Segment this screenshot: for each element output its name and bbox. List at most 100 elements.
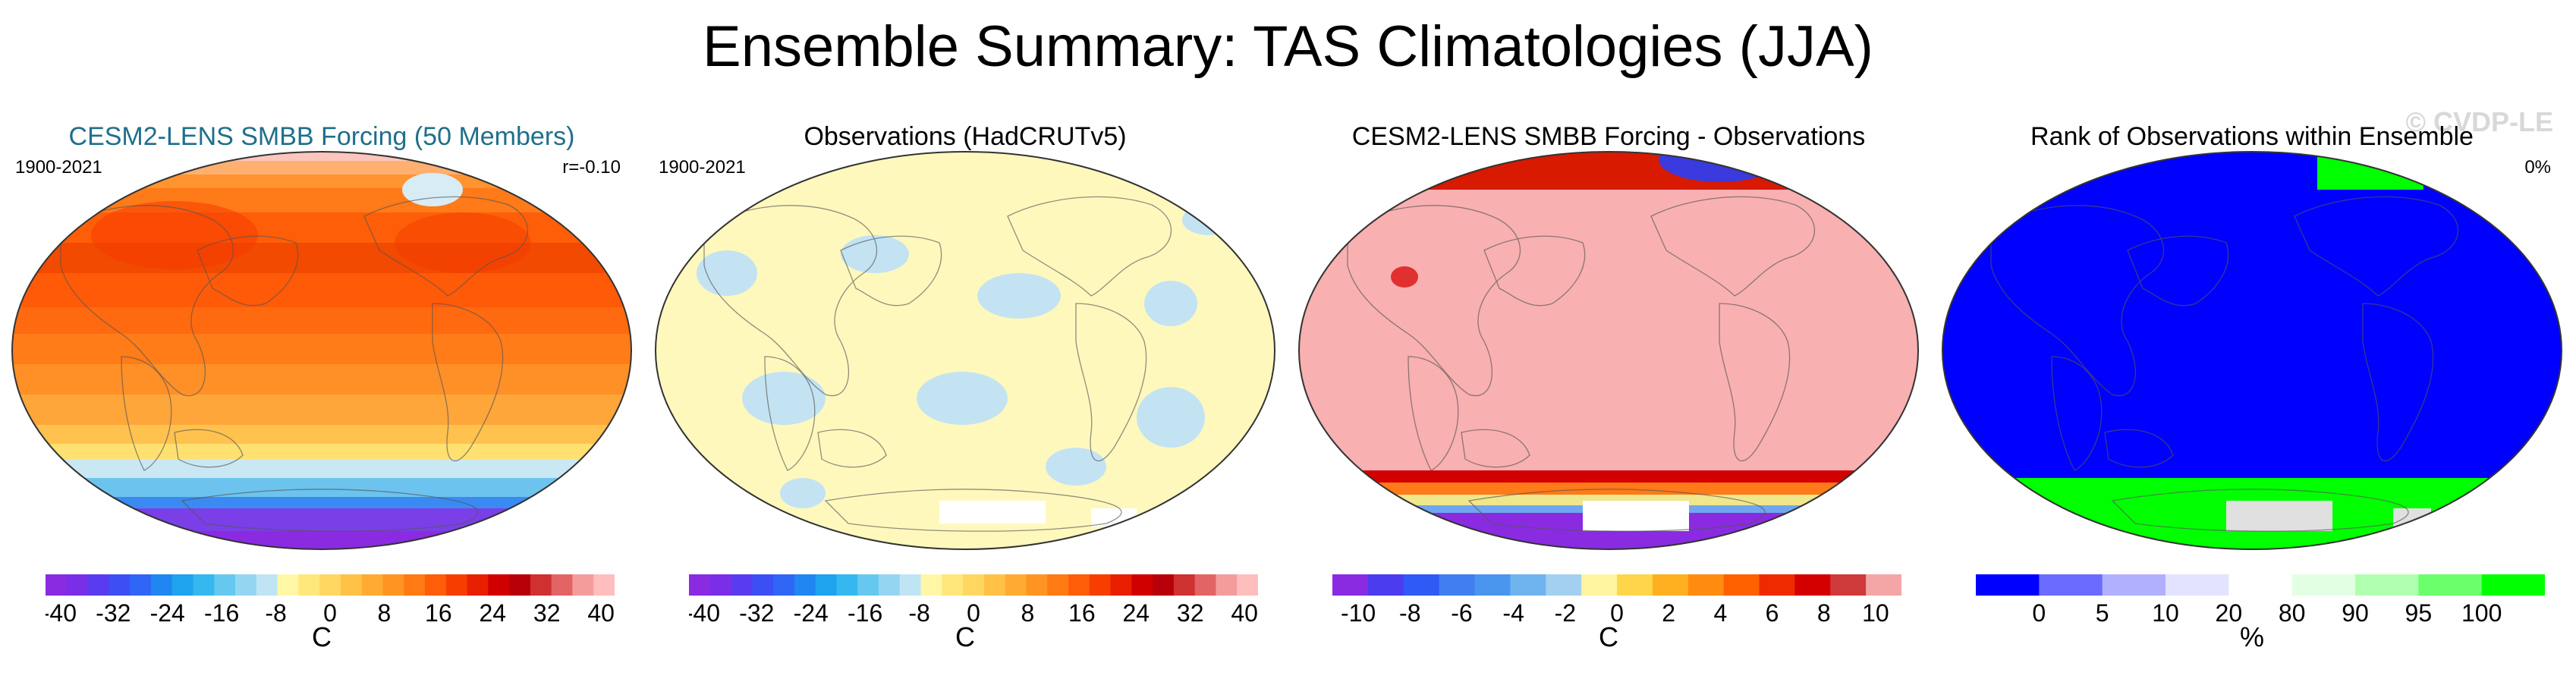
coastline [2104, 429, 2174, 468]
colorbar-tick-label: 8 [378, 599, 392, 626]
colorbar-segment [1546, 574, 1582, 596]
colorbar-tick-label: 8 [1021, 599, 1035, 626]
colorbar-segment [1332, 574, 1369, 596]
colorbar-tick-label: -6 [1451, 599, 1472, 626]
colorbar-segment [1110, 574, 1132, 596]
coastline [1467, 489, 1766, 532]
colorbar-segment [1005, 574, 1027, 596]
colorbar-segment [340, 574, 363, 596]
colorbar-tick-label: -8 [908, 599, 929, 626]
colorbar-tick-label: 0 [323, 599, 337, 626]
colorbar-segment [963, 574, 985, 596]
colorbar-segment [857, 574, 879, 596]
colorbar-segment [1687, 574, 1725, 596]
colorbar-segment [1194, 574, 1216, 596]
colorbar-tick-label: 0 [967, 599, 980, 626]
colorbar-segment [319, 574, 341, 596]
coastline [1075, 303, 1147, 462]
cool-anomaly-region [1144, 281, 1197, 326]
colorbar-segment [899, 574, 922, 596]
coastline [174, 429, 244, 468]
global-map [1297, 151, 1920, 550]
colorbar-segment [214, 574, 236, 596]
coastline [197, 235, 299, 307]
colorbar-label: C [312, 621, 332, 652]
watermark: © CVDP-LE [2405, 106, 2553, 137]
colorbar-segment [2418, 574, 2483, 596]
panel-title: Observations (HadCRUTv5) [804, 122, 1127, 151]
warm-bias-band [1299, 470, 1918, 483]
main-title: Ensemble Summary: TAS Climatologies (JJA… [703, 14, 1873, 79]
colorbar-segment [773, 574, 795, 596]
colorbar-tick-label: -40 [46, 599, 77, 626]
colorbar-segment [66, 574, 89, 596]
cool-anomaly-region [1046, 448, 1106, 486]
colorbar-tick-label: 10 [2152, 599, 2179, 626]
panel-period: 1900-2021 [659, 157, 746, 178]
cool-anomaly-region [917, 372, 1008, 425]
missing-data-region [2226, 501, 2332, 531]
colorbar-tick-label: 16 [1068, 599, 1096, 626]
colorbar-segment [488, 574, 510, 596]
colorbar-segment [1237, 574, 1258, 596]
map-border [1941, 151, 2563, 550]
colorbar-segment [382, 574, 404, 596]
warm-bias-band [1299, 483, 1918, 495]
colorbar-segment [235, 574, 257, 596]
panel-title: Rank of Observations within Ensemble [2030, 122, 2474, 151]
cold-region [402, 173, 463, 206]
colorbar-segment [794, 574, 816, 596]
coastline [1408, 356, 1459, 471]
coastline [1990, 205, 2164, 397]
colorbar-segment [445, 574, 468, 596]
colorbar-segment [1089, 574, 1112, 596]
colorbar-segment [2166, 574, 2229, 596]
colorbar-segment [1403, 574, 1440, 596]
coastline [817, 429, 887, 468]
colorbar-segment [298, 574, 320, 596]
global-map [11, 151, 633, 550]
colorbar-segment [1866, 574, 1901, 596]
coastline [121, 356, 172, 471]
map-border [11, 151, 633, 550]
colorbar-tick-label: 24 [1122, 599, 1150, 626]
coastline [2362, 303, 2434, 462]
missing-data-region [1091, 508, 1137, 527]
colorbar-segment [2291, 574, 2356, 596]
colorbar-tick-label: 10 [1862, 599, 1889, 626]
colorbar-segment [1510, 574, 1546, 596]
colorbar-segment [171, 574, 193, 596]
colorbar: 0 5 10 20 80 90 95 100 [1976, 574, 2545, 626]
colorbar-segment [256, 574, 278, 596]
colorbar-segment [1153, 574, 1175, 596]
colorbar-segment [530, 574, 552, 596]
colorbar-segment [1216, 574, 1238, 596]
cool-anomaly-region [780, 478, 826, 508]
coastline [1719, 303, 1791, 462]
colorbar-tick-label: 32 [1177, 599, 1204, 626]
colorbar-tick-label: 6 [1766, 599, 1779, 626]
colorbar-tick-label: 40 [1231, 599, 1258, 626]
map-border [654, 151, 1276, 550]
colorbar: -10 -8 -6 -4 -2 0 2 4 6 8 10 [1332, 574, 1901, 626]
coastline [2294, 196, 2459, 297]
cool-anomaly-region [1137, 387, 1205, 448]
coastline [1347, 205, 1521, 397]
colorbar-tick-label: -16 [848, 599, 882, 626]
coastline [60, 205, 234, 397]
colorbar-tick-label: -8 [265, 599, 286, 626]
colorbar-segment [689, 574, 711, 596]
colorbar-segment [1068, 574, 1090, 596]
colorbar: -40 -32 -24 -16 -8 0 8 16 24 32 40 [689, 574, 1258, 626]
missing-data-region [1583, 501, 1689, 531]
colorbar-segment [467, 574, 489, 596]
panel-title: CESM2-LENS SMBB Forcing - Observations [1351, 122, 1866, 151]
panel-stat: r=-0.10 [562, 157, 621, 178]
colorbar-segment [1581, 574, 1618, 596]
colorbar-tick-label: 80 [2279, 599, 2306, 626]
colorbar-segment [709, 574, 732, 596]
colorbar-segment [425, 574, 447, 596]
colorbar-segment [193, 574, 215, 596]
coastline [2111, 489, 2409, 532]
colorbar-tick-label: -16 [204, 599, 239, 626]
